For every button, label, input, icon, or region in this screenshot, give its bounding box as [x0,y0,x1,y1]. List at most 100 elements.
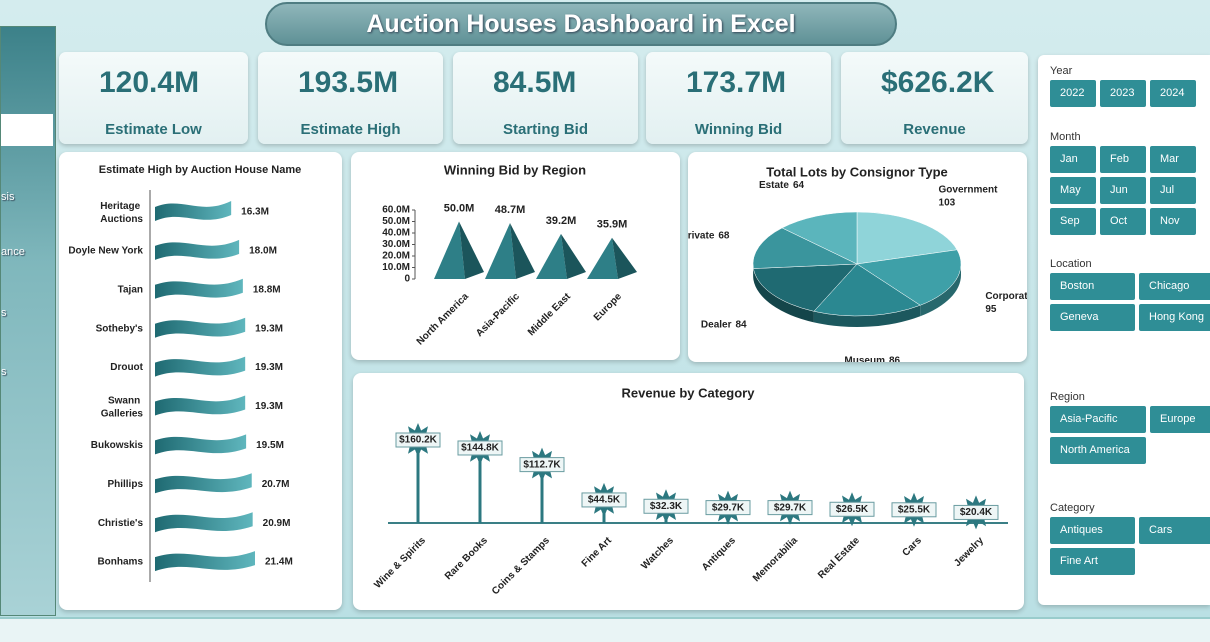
bar [155,317,246,338]
slicer-button[interactable]: Hong Kong [1139,304,1210,331]
value-label: $44.5K [588,495,621,506]
y-tick-label: 0 [404,274,410,285]
slicer-button[interactable]: Jan [1050,146,1096,173]
sidebar: sis ance s s [0,26,56,616]
label-value: 64 [793,180,805,191]
value-label: 48.7M [495,204,526,216]
slicer-button[interactable]: Europe [1150,406,1210,433]
slicer-button[interactable]: Fine Art [1050,548,1135,575]
pie-slice [856,211,958,265]
slicer-button[interactable]: Cars [1139,517,1210,544]
category-label: Bonhams [97,557,143,568]
x-tick-label: Rare Books [443,535,490,582]
slicer-buttons: Jan Feb Mar May Jun Jul Sep Oct Nov [1050,146,1200,235]
value-label: $112.7K [523,459,561,470]
label-name: Government [939,184,999,195]
x-tick-label: Asia-Pacific [474,291,522,339]
category-label: Heritage Auctions [100,201,143,225]
value-label: $160.2K [399,435,438,446]
category-label: Tajan [118,284,143,295]
chart-panel: Total Lots by Consignor Type Government 1… [681,152,1034,366]
chart-panel: Winning Bid by Region 0 10.0M 20.0M 30.0M 40… [351,152,680,360]
category-label: Swann Galleries [101,395,144,419]
kpi-value: 84.5M [493,66,577,99]
label-box [643,498,689,514]
value-label: 21.4M [265,557,293,568]
value-label: 50.0M [444,202,475,214]
slicer-button[interactable]: Feb [1100,146,1146,173]
kpi-label: Estimate Low [105,121,202,138]
pie-slice [813,263,921,317]
slicer-button[interactable]: Nov [1150,208,1196,235]
pie-slice-side [753,268,814,323]
label-name: Estate [759,180,789,191]
value-label: $144.8K [461,443,500,454]
slicer-button[interactable]: Sep [1050,208,1096,235]
x-tick-label: Middle East [526,291,574,339]
slicer-buttons: BostonChicagoDubaiGenevaHong KongLondon [1050,273,1210,331]
label-box [581,492,627,508]
x-tick-label: Wine & Spirits [372,535,428,591]
x-tick-label: Jewelry [952,535,986,569]
slicer-button[interactable]: North America [1050,437,1146,464]
category-label: Phillips [107,479,143,490]
chart-title: Total Lots by Consignor Type [766,164,948,179]
slicer-button[interactable]: Antiques [1050,517,1135,544]
data-label: Museum 86 [844,355,900,362]
bar [155,356,246,377]
label-value: 68 [718,230,730,241]
label-name: Museum [844,355,885,362]
bar [155,473,252,494]
pyramid-side [612,237,637,279]
slicer-button[interactable]: Mar [1150,146,1196,173]
data-label: Estate 64 [759,180,805,191]
value-label: $25.5K [898,504,931,515]
slicer-button[interactable]: May [1050,177,1096,204]
pyramid-side [510,222,535,279]
slicer-buttons: Asia-PacificEuropeMiddle EastNorth Ameri… [1050,406,1210,464]
value-label: $26.5K [836,504,869,515]
bar [155,239,240,260]
slicer-button[interactable]: Chicago [1139,273,1210,300]
kpi-value: 120.4M [99,66,200,99]
value-label: $29.7K [712,502,745,513]
pie-slice [856,249,962,306]
chart: Winning Bid by Region 010.0M20.0M30.0M40… [382,162,637,347]
slicer-button[interactable]: Jul [1150,177,1196,204]
x-tick-label: Antiques [700,535,738,573]
footer [0,617,1210,642]
chart-panel: Revenue by Category $160.2K Wine & Spirit… [353,373,1024,610]
slicer-button[interactable]: Oct [1100,208,1146,235]
label-name: Private [688,230,715,241]
slicer-button[interactable]: 2023 [1100,80,1146,107]
kpi-card: 120.4M Estimate Low [59,52,248,144]
value-label: 20.9M [263,518,291,529]
label-name: Dealer [701,319,732,330]
slicer: Category AntiquesCarsCoins & StampsFine A… [1050,499,1210,575]
slicer-button[interactable]: 2022 [1050,80,1096,107]
value-label: 18.0M [249,246,277,257]
value-label: $29.7K [774,502,807,513]
slicer-title: Category [1050,502,1095,514]
value-label: 16.3M [241,207,269,218]
pie-slice-side [813,305,921,327]
bar [155,551,255,572]
slicer-buttons: AntiquesCarsCoins & StampsFine Art [1050,517,1210,575]
slicer-button[interactable]: Jun [1100,177,1146,204]
chart-panel: Estimate High by Auction House Name Heri… [59,152,342,610]
x-tick-label: Cars [900,535,924,559]
slicer-button[interactable]: Boston [1050,273,1135,300]
chart: Total Lots by Consignor Type Government 1… [681,164,1034,365]
pyramid-face [536,233,567,279]
y-tick-label: 60.0M [382,205,410,216]
label-box [829,501,875,517]
slicer-button[interactable]: 2024 [1150,80,1196,107]
label-value: 95 [985,304,997,315]
kpi-label: Revenue [903,121,966,138]
slicer-button[interactable]: Geneva [1050,304,1135,331]
sidebar-item: ance [1,246,25,258]
slicer-panel: Year 2022 2023 2024 Month Jan Feb Mar May Jun Jul S… [1038,55,1210,605]
y-tick-label: 20.0M [382,251,410,262]
slicer-button[interactable]: Asia-Pacific [1050,406,1146,433]
